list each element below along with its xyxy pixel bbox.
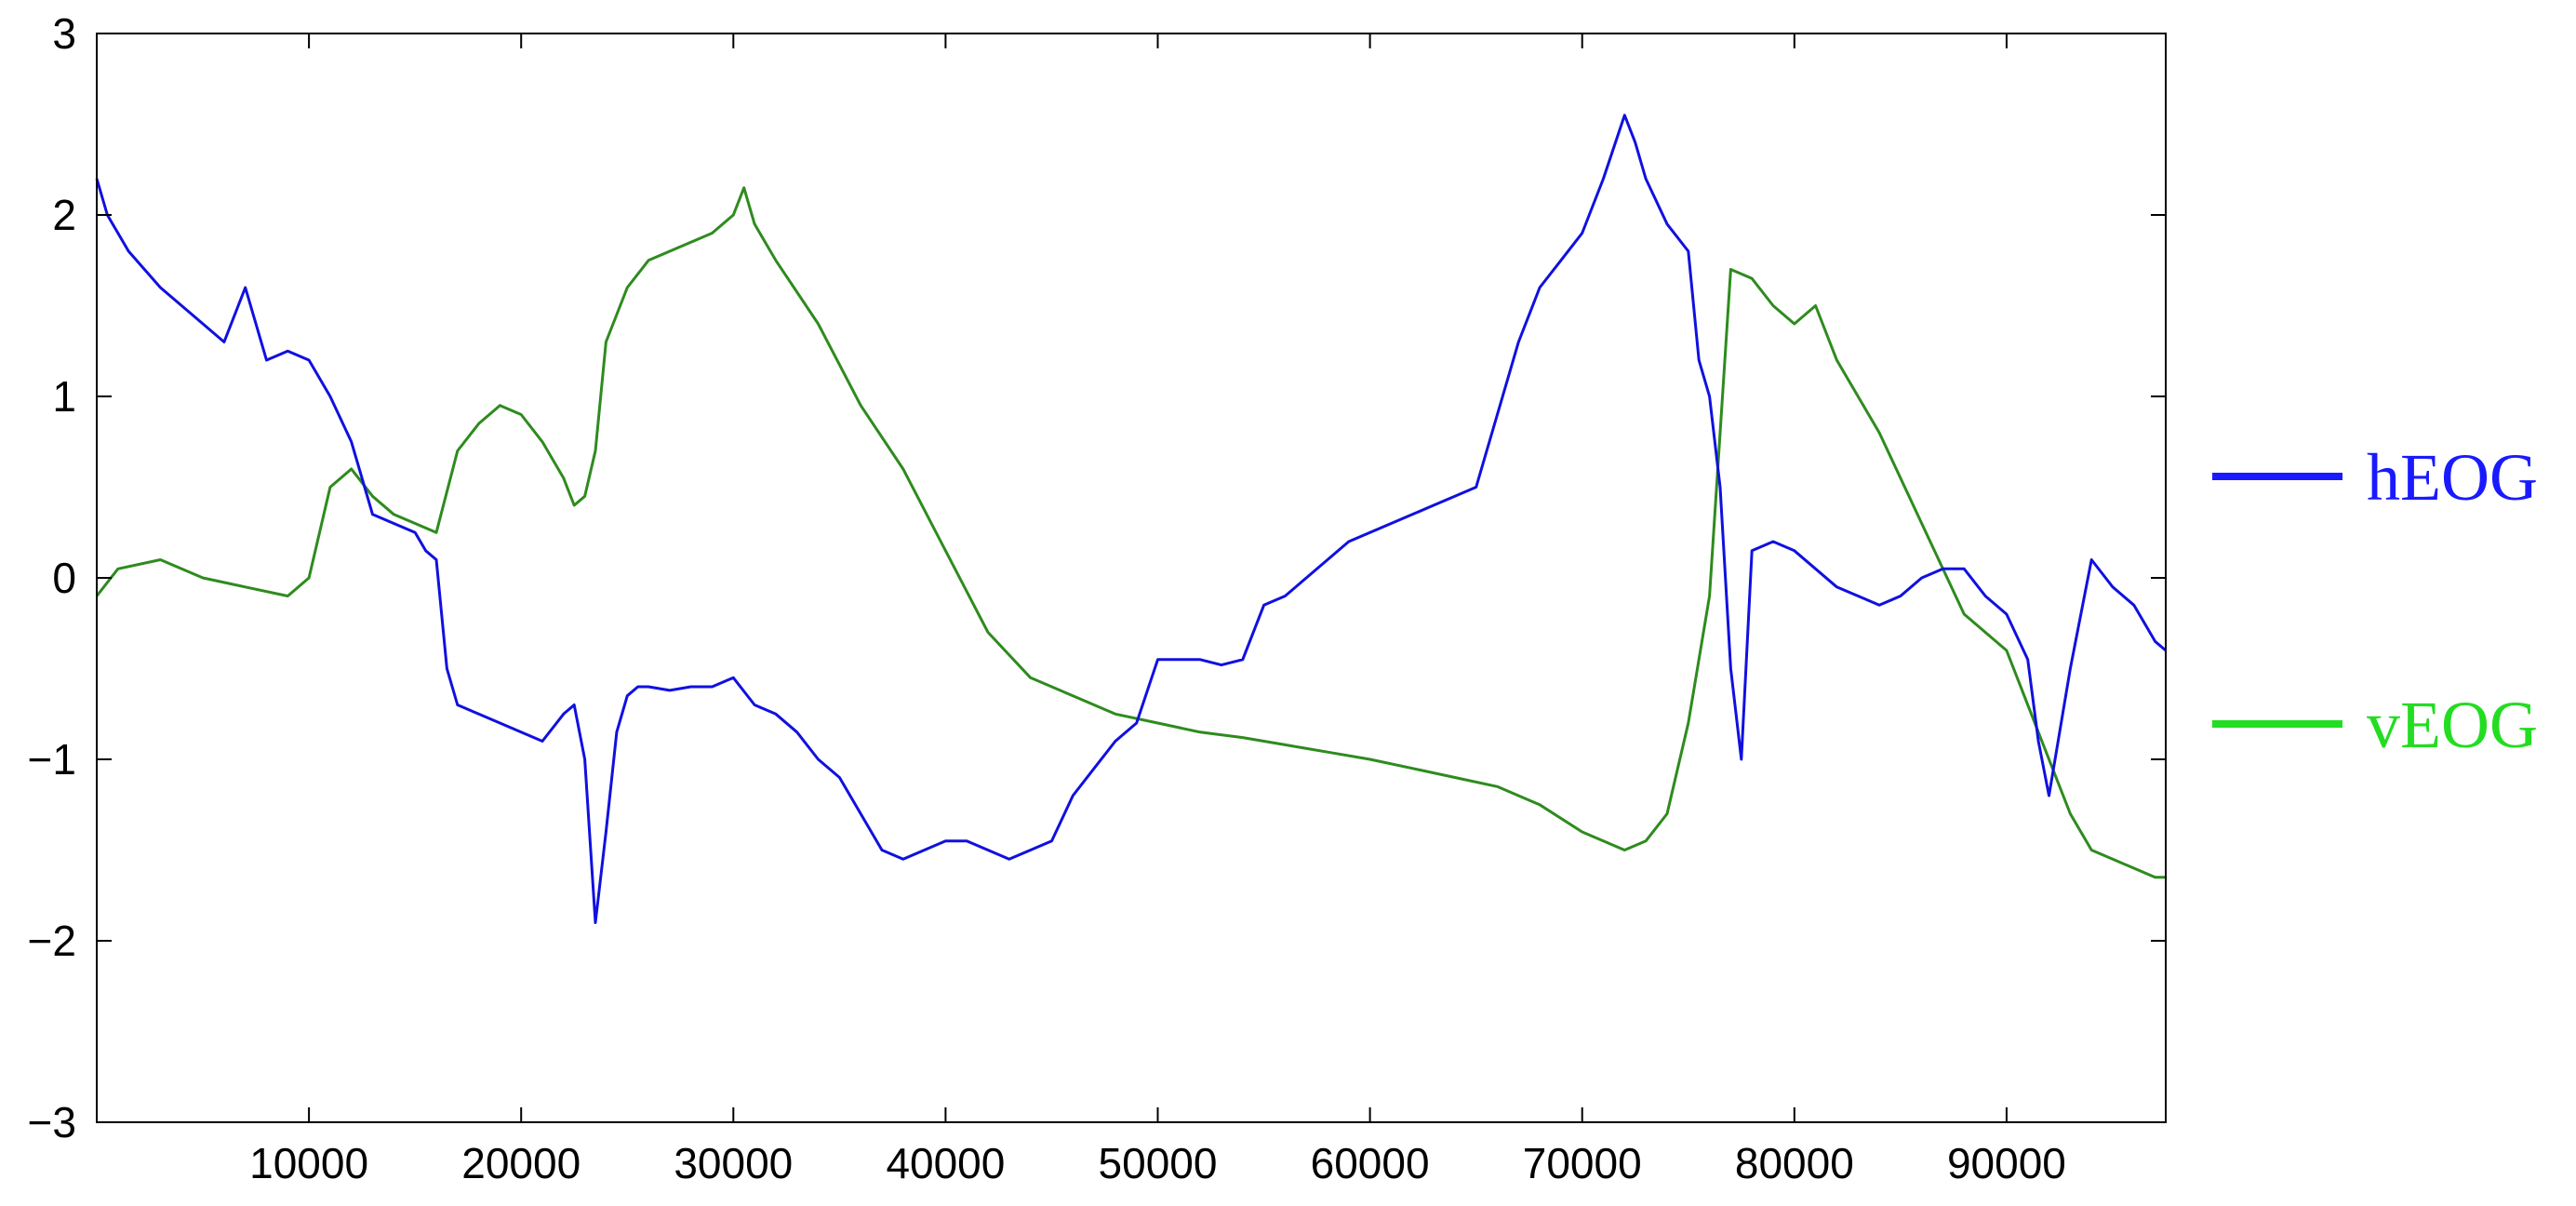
series-line-veog (95, 186, 2166, 879)
x-tick-label: 10000 (249, 1139, 368, 1187)
legend-label-veog: vEOG (2367, 688, 2538, 762)
y-tick-label: 3 (52, 9, 76, 58)
y-tick-label: 0 (52, 554, 76, 602)
plot-background (97, 34, 2166, 1122)
x-tick-label: 50000 (1099, 1139, 1218, 1187)
x-tick-label: 30000 (674, 1139, 793, 1187)
legend-label-heog: hEOG (2367, 440, 2538, 515)
x-tick-label: 80000 (1735, 1139, 1854, 1187)
x-tick-label: 90000 (1947, 1139, 2066, 1187)
y-tick-label: 2 (52, 191, 76, 239)
y-tick-label: 1 (52, 372, 76, 421)
legend: hEOG vEOG (2212, 440, 2538, 762)
y-tick-label: −2 (28, 917, 76, 965)
series-line-heog (95, 114, 2167, 924)
x-tick-label: 20000 (461, 1139, 581, 1187)
y-tick-label: −3 (28, 1098, 76, 1146)
x-tick-label: 60000 (1311, 1139, 1430, 1187)
y-tick-label: −1 (28, 735, 76, 784)
x-tick-label: 70000 (1523, 1139, 1642, 1187)
x-tick-label: 40000 (886, 1139, 1005, 1187)
axis-layer: 10000 20000 30000 40000 50000 60000 70000 80000… (28, 9, 2166, 1187)
series-layer (95, 114, 2167, 924)
